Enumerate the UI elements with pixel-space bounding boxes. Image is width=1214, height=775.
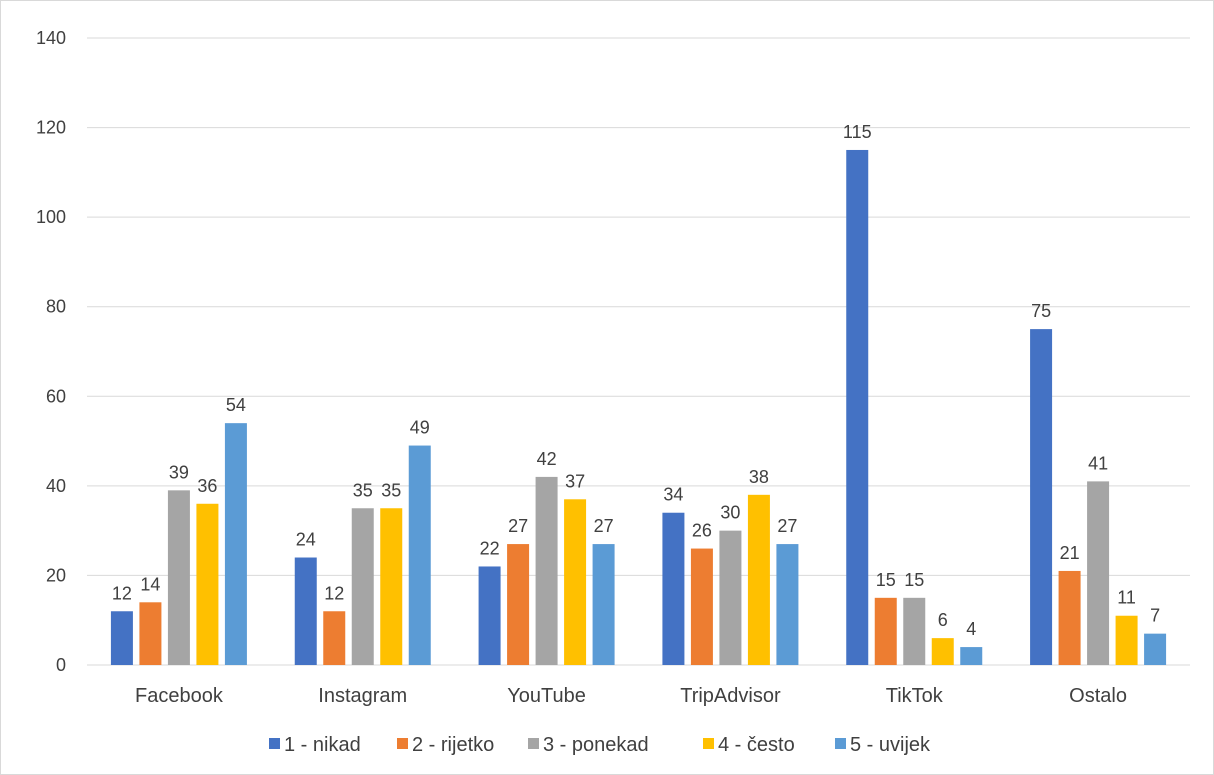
y-tick-label: 20 [46, 565, 66, 585]
data-label: 49 [410, 418, 430, 438]
bar [167, 490, 190, 665]
gridlines [87, 37, 1190, 666]
data-label: 15 [904, 570, 924, 590]
bar [564, 499, 587, 665]
bar [1115, 615, 1138, 665]
category-label: YouTube [507, 685, 586, 707]
legend-label: 5 - uvijek [850, 734, 931, 756]
category-label: TikTok [886, 685, 944, 707]
data-label: 75 [1031, 301, 1051, 321]
data-labels: 12 14 39 36 54 24 12 35 35 49 22 27 42 37 27 34 26 30 38 27… [112, 122, 1160, 639]
bar [507, 544, 530, 665]
legend-swatch [703, 738, 714, 749]
category-label: Ostalo [1069, 685, 1127, 707]
data-label: 41 [1088, 453, 1108, 473]
bar [1058, 570, 1081, 665]
x-axis-category-labels: Facebook Instagram YouTube TripAdvisor TikTo… [135, 685, 1127, 707]
data-label: 35 [381, 480, 401, 500]
legend-swatch [835, 738, 846, 749]
y-axis-tick-labels: 0 20 40 60 80 100 120 140 [36, 28, 66, 675]
data-label: 12 [112, 583, 132, 603]
data-label: 42 [537, 449, 557, 469]
legend-label: 3 - ponekad [543, 734, 649, 756]
data-label: 39 [169, 462, 189, 482]
y-tick-label: 140 [36, 28, 66, 48]
y-tick-label: 40 [46, 476, 66, 496]
data-label: 22 [480, 538, 500, 558]
legend-swatch [528, 738, 539, 749]
data-label: 24 [296, 530, 316, 550]
bar [323, 611, 346, 665]
data-label: 27 [594, 516, 614, 536]
data-label: 27 [777, 516, 797, 536]
data-label: 115 [843, 122, 872, 142]
bar [960, 647, 983, 665]
bar [478, 566, 501, 665]
legend-label: 4 - često [718, 734, 795, 756]
bar [776, 544, 799, 665]
y-tick-label: 120 [36, 118, 66, 138]
y-tick-label: 60 [46, 386, 66, 406]
data-label: 21 [1060, 543, 1080, 563]
bar [747, 494, 770, 665]
data-label: 14 [140, 574, 160, 594]
bar [690, 548, 713, 665]
bar [719, 530, 742, 665]
legend-label: 2 - rijetko [412, 734, 494, 756]
data-label: 34 [663, 485, 683, 505]
data-label: 37 [565, 471, 585, 491]
legend-label: 1 - nikad [284, 734, 361, 756]
data-label: 27 [508, 516, 528, 536]
bar [294, 557, 317, 665]
data-label: 4 [966, 619, 976, 639]
bar [224, 423, 247, 665]
data-label: 36 [197, 476, 217, 496]
legend-swatch [269, 738, 280, 749]
bar [874, 597, 897, 665]
bar [931, 638, 954, 665]
legend-swatch [397, 738, 408, 749]
y-tick-label: 0 [56, 655, 66, 675]
data-label: 11 [1117, 588, 1136, 608]
y-tick-label: 80 [46, 297, 66, 317]
bar [1144, 633, 1167, 665]
data-label: 6 [938, 610, 948, 630]
bar [535, 476, 558, 665]
data-label: 7 [1150, 606, 1160, 626]
data-label: 30 [720, 503, 740, 523]
data-label: 12 [324, 583, 344, 603]
category-label: Facebook [135, 685, 224, 707]
category-label: Instagram [318, 685, 407, 707]
bar [662, 512, 685, 665]
bar [592, 544, 615, 665]
bar [380, 508, 403, 665]
data-label: 15 [876, 570, 896, 590]
data-label: 38 [749, 467, 769, 487]
category-label: TripAdvisor [680, 685, 781, 707]
bars [110, 149, 1167, 665]
bar [903, 597, 926, 665]
data-label: 26 [692, 521, 712, 541]
bar [408, 445, 431, 665]
bar [1030, 329, 1053, 665]
data-label: 54 [226, 395, 246, 415]
bar [351, 508, 374, 665]
data-label: 35 [353, 480, 373, 500]
bar [1087, 481, 1110, 665]
bar [110, 611, 133, 665]
bar [139, 602, 162, 665]
y-tick-label: 100 [36, 207, 66, 227]
legend: 1 - nikad 2 - rijetko 3 - ponekad 4 - često… [269, 734, 931, 756]
bar [846, 149, 869, 665]
bar [196, 503, 219, 665]
